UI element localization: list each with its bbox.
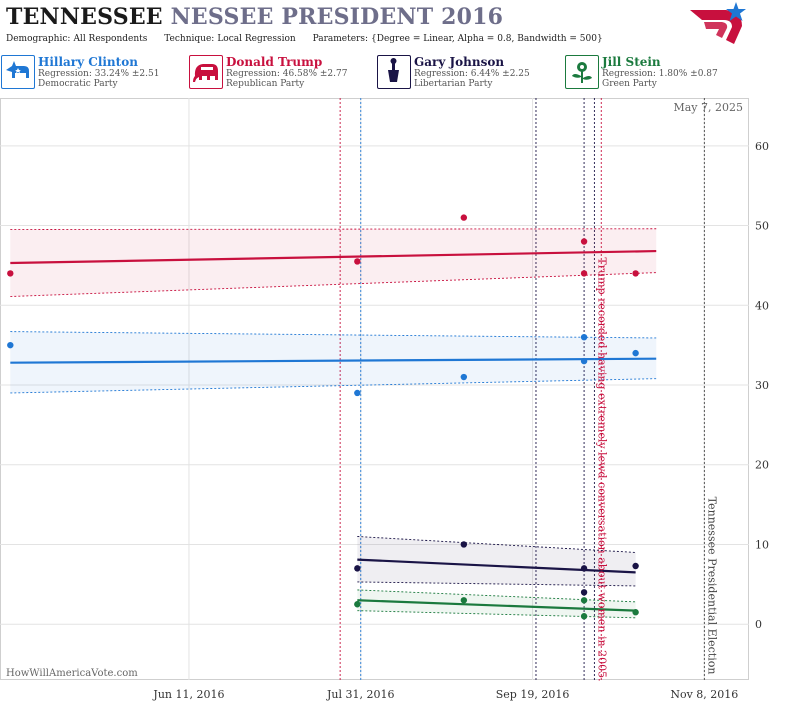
confidence-upper-line xyxy=(357,589,636,603)
candidate-party-stein: Green Party xyxy=(602,79,657,89)
candidate-regression-stein: Regression: 1.80% ±0.87 xyxy=(602,69,718,79)
poll-point xyxy=(460,597,468,604)
poll-point xyxy=(354,389,361,397)
poll-point xyxy=(7,341,14,349)
plot-frame xyxy=(0,98,749,680)
liberty-torch-icon xyxy=(377,55,411,89)
regression-line xyxy=(357,558,636,574)
poll-point xyxy=(580,238,588,245)
confidence-band xyxy=(10,331,657,393)
poll-point xyxy=(7,270,14,277)
candidate-legend: Hillary Clinton Regression: 33.24% ±2.51… xyxy=(0,54,789,94)
y-tick-label: 60 xyxy=(755,140,769,153)
confidence-band xyxy=(10,228,657,297)
regression-line xyxy=(10,249,657,265)
regression-line xyxy=(10,357,657,364)
x-tick-label: Sep 19, 2016 xyxy=(496,688,570,701)
candidate-card-stein: Jill Stein Regression: 1.80% ±0.87 Green… xyxy=(564,54,750,92)
confidence-upper-line xyxy=(357,536,636,553)
poll-point xyxy=(580,597,588,604)
parameters-value: {Degree = Linear, Alpha = 0.8, Bandwidth… xyxy=(371,34,603,44)
y-tick-label: 0 xyxy=(755,618,762,631)
candidate-card-clinton: Hillary Clinton Regression: 33.24% ±2.51… xyxy=(0,54,186,92)
technique-label: Technique: xyxy=(164,34,215,44)
event-annotation: Tennessee Presidential Election xyxy=(705,497,718,675)
donkey-icon xyxy=(1,55,35,89)
as-of-date: May 7, 2025 xyxy=(673,101,743,114)
candidate-name-stein: Jill Stein xyxy=(602,55,661,69)
event-annotation: Trump recorded having extremely lewd con… xyxy=(595,257,608,681)
candidate-regression-trump: Regression: 46.58% ±2.77 xyxy=(226,69,348,79)
poll-point xyxy=(580,333,588,341)
page-title: TENNESSEE NESSEE PRESIDENT 2016 xyxy=(6,4,503,30)
candidate-card-johnson: Gary Johnson Regression: 6.44% ±2.25 Lib… xyxy=(376,54,562,92)
y-tick-label: 50 xyxy=(755,220,769,233)
poll-point xyxy=(460,214,468,221)
flower-icon xyxy=(565,55,599,89)
title-race: NESSEE PRESIDENT 2016 xyxy=(170,4,504,30)
poll-point xyxy=(580,613,588,620)
poll-point xyxy=(580,357,588,365)
confidence-band xyxy=(357,589,636,618)
x-tick-label: Jul 31, 2016 xyxy=(326,688,395,701)
poll-point xyxy=(632,349,639,357)
candidate-regression-clinton: Regression: 33.24% ±2.51 xyxy=(38,69,160,79)
parameters-label: Parameters: xyxy=(312,34,369,44)
site-logo-icon xyxy=(690,2,746,44)
poll-point xyxy=(632,562,639,570)
demographic-value: All Respondents xyxy=(73,34,148,44)
poll-point xyxy=(632,270,639,277)
y-tick-label: 20 xyxy=(755,459,769,472)
poll-point xyxy=(460,541,468,548)
candidate-regression-johnson: Regression: 6.44% ±2.25 xyxy=(414,69,530,79)
y-tick-label: 40 xyxy=(755,299,769,312)
poll-point xyxy=(580,565,588,572)
parameters-line: Demographic: All Respondents Technique: Lo… xyxy=(6,34,617,44)
poll-point xyxy=(354,565,361,572)
candidate-name-johnson: Gary Johnson xyxy=(414,55,505,69)
poll-point xyxy=(460,373,468,381)
poll-chart: 0 10 20 30 40 50 60 Jun 11, 2016 Jul 31, 2016 Sep… xyxy=(0,98,769,701)
poll-point xyxy=(354,601,361,608)
candidate-party-trump: Republican Party xyxy=(226,79,305,89)
candidate-party-johnson: Libertarian Party xyxy=(414,79,493,89)
x-tick-label: Nov 8, 2016 xyxy=(670,688,738,701)
technique-value: Local Regression xyxy=(217,34,296,44)
candidate-name-clinton: Hillary Clinton xyxy=(38,55,138,69)
y-tick-label: 10 xyxy=(755,538,769,551)
y-tick-label: 30 xyxy=(755,379,769,392)
poll-point xyxy=(632,609,639,616)
title-state: TENNESSEE xyxy=(6,4,163,30)
site-credit: HowWillAmericaVote.com xyxy=(6,668,138,679)
poll-point xyxy=(354,258,361,265)
regression-line xyxy=(357,599,636,612)
candidate-name-trump: Donald Trump xyxy=(226,55,323,69)
demographic-label: Demographic: xyxy=(6,34,71,44)
x-tick-label: Jun 11, 2016 xyxy=(152,688,224,701)
candidate-card-trump: Donald Trump Regression: 46.58% ±2.77 Re… xyxy=(188,54,374,92)
poll-point xyxy=(580,589,588,596)
candidate-party-clinton: Democratic Party xyxy=(38,79,118,89)
elephant-icon xyxy=(189,55,223,89)
poll-point xyxy=(580,270,588,277)
